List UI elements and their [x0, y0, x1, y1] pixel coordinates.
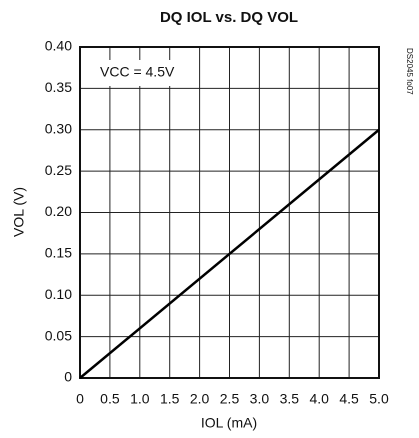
- y-tick-label: 0.15: [45, 245, 72, 261]
- annotation-box: [96, 60, 182, 86]
- annotation: VCC = 4.5V: [100, 64, 175, 80]
- x-tick-label: 1.5: [160, 391, 180, 407]
- y-tick-label: 0.10: [45, 286, 72, 302]
- x-tick-label: 0: [76, 391, 84, 407]
- y-tick-label: 0: [64, 369, 72, 385]
- y-tick-label: 0.30: [45, 120, 72, 136]
- x-tick-label: 1.0: [130, 391, 150, 407]
- x-tick-label: 2.0: [190, 391, 210, 407]
- x-tick-label: 4.0: [309, 391, 329, 407]
- x-tick-label: 3.0: [250, 391, 270, 407]
- y-tick-label: 0.25: [45, 162, 72, 178]
- x-tick-label: 2.5: [220, 391, 240, 407]
- y-tick-label: 0.05: [45, 327, 72, 343]
- x-tick-label: 3.5: [280, 391, 300, 407]
- x-axis-label: IOL (mA): [201, 415, 257, 431]
- annotation: DS2045 fo07: [405, 48, 414, 95]
- y-tick-label: 0.20: [45, 203, 72, 219]
- plot-frame: [79, 46, 380, 379]
- y-tick-label: 0.40: [45, 38, 72, 54]
- chart-title: DQ IOL vs. DQ VOL: [160, 9, 298, 26]
- x-tick-label: 4.5: [339, 391, 359, 407]
- y-tick-label: 0.35: [45, 79, 72, 95]
- x-tick-label: 5.0: [369, 391, 389, 407]
- data-line: [79, 128, 380, 379]
- y-axis-label: VOL (V): [11, 187, 27, 237]
- x-tick-label: 0.5: [100, 391, 120, 407]
